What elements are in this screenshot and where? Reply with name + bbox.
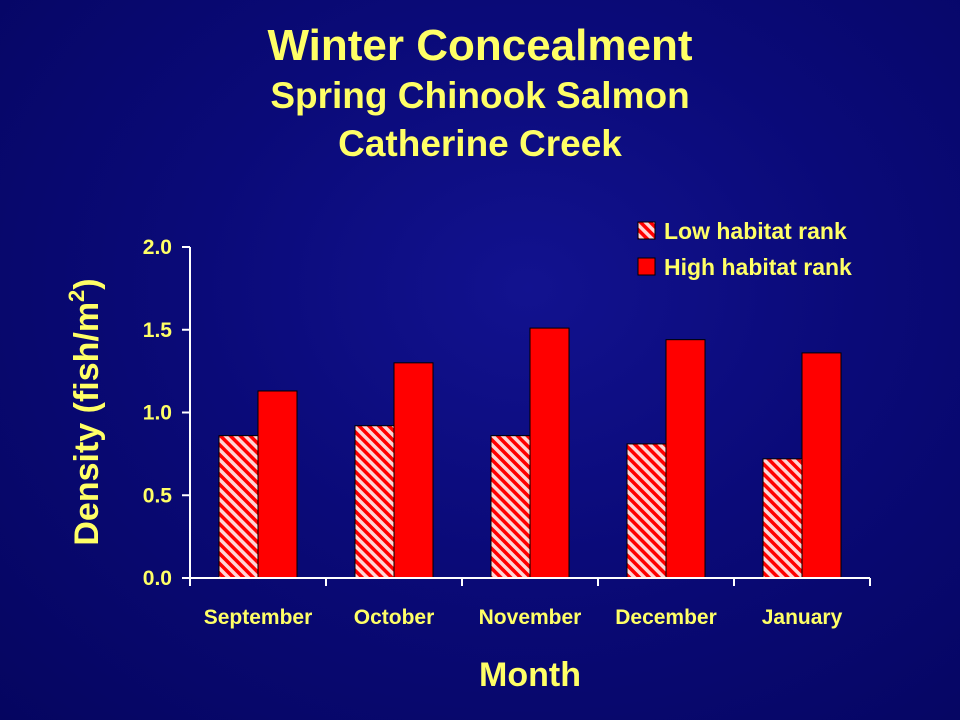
y-tick-label: 0.0 xyxy=(143,567,172,590)
x-category-label: October xyxy=(354,606,435,629)
chart-subtitle-species: Spring Chinook Salmon xyxy=(270,75,690,116)
y-axis-title: Density (fish/m2) xyxy=(64,278,106,545)
x-ticks-group: September October November December January xyxy=(189,578,871,629)
bar-low-january xyxy=(762,458,803,579)
bar-low-october xyxy=(354,425,395,579)
x-category-label: December xyxy=(615,606,717,629)
x-axis-title: Month xyxy=(479,656,581,694)
y-axis-title-main: Density (fish/m xyxy=(68,302,106,546)
legend-label-low: Low habitat rank xyxy=(664,218,847,244)
chart-subtitle-location: Catherine Creek xyxy=(338,123,622,164)
legend-swatch-low xyxy=(637,221,656,240)
bar-high-december xyxy=(665,339,706,579)
chart-title: Winter Concealment xyxy=(267,21,693,70)
legend: Low habitat rank High habitat rank xyxy=(637,218,852,280)
chart-title-block: Winter Concealment Spring Chinook Salmon… xyxy=(0,20,960,168)
y-tick-label: 2.0 xyxy=(143,236,172,259)
x-category-label: November xyxy=(479,606,582,629)
x-category-label: January xyxy=(762,606,843,629)
bar-low-september xyxy=(218,435,259,579)
y-axis-title-superscript: 2 xyxy=(64,290,89,302)
y-axis-title-suffix: ) xyxy=(68,278,106,289)
bar-high-october xyxy=(393,362,434,579)
bar-high-november xyxy=(529,327,570,579)
y-tick-label: 1.5 xyxy=(143,319,173,342)
bar-low-december xyxy=(626,443,667,579)
legend-label-high: High habitat rank xyxy=(664,254,852,280)
y-ticks-group: 0.0 0.5 1.0 1.5 2.0 xyxy=(143,236,190,590)
bar-low-november xyxy=(490,435,531,579)
y-tick-label: 0.5 xyxy=(143,484,173,507)
bar-high-january xyxy=(801,352,842,579)
y-tick-label: 1.0 xyxy=(143,402,172,425)
bar-high-september xyxy=(257,390,298,579)
bars-group xyxy=(218,327,842,579)
legend-swatch-high xyxy=(637,257,656,276)
x-category-label: September xyxy=(204,606,313,629)
